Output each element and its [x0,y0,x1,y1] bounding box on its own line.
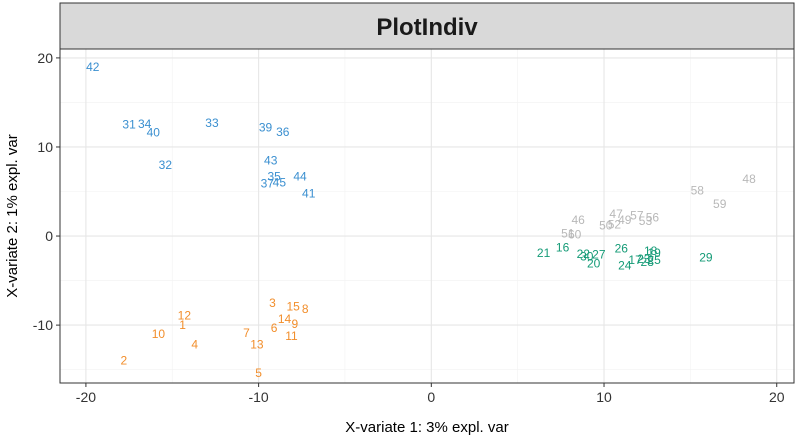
y-tick-label: -10 [33,317,53,333]
point-label: 46 [571,213,585,227]
point-label: 50 [599,218,613,232]
point-label: 24 [618,258,632,272]
strip-header [59,2,795,50]
panel-border [59,48,795,384]
point-label: 6 [271,321,278,335]
point-label: 36 [276,125,290,139]
point-label: 51 [561,226,575,240]
x-axis: -20 -10 0 10 20 [76,383,785,405]
point-label: 33 [205,116,219,130]
point-label: 16 [556,241,570,255]
x-tick-label: -10 [248,389,268,405]
point-label: 12 [178,308,192,322]
point-label: 30 [580,250,594,264]
point-label: 15 [286,299,300,313]
point-label: 27 [592,248,606,262]
point-label: 18 [644,244,658,258]
point-label: 35 [267,169,281,183]
point-label: 26 [615,242,629,256]
x-tick-label: 20 [769,389,785,405]
point-label: 19 [647,246,661,260]
plot-panel [59,48,795,384]
gridlines [60,49,794,383]
point-label: 22 [577,247,591,261]
point-label: 47 [609,207,623,221]
point-label: 3 [269,296,276,310]
y-tick-label: 20 [37,50,53,66]
y-axis: -10 0 10 20 [33,50,60,333]
point-label: 52 [608,217,622,231]
point-label: 14 [278,312,292,326]
point-label: 45 [273,176,287,190]
point-label: 48 [742,172,756,186]
point-label: 17 [628,253,642,267]
point-label: 40 [147,126,161,140]
point-label: 21 [537,246,551,260]
point-label: 20 [587,257,601,271]
point-label: 59 [713,197,727,211]
point-label: 4 [191,338,198,352]
point-label: 53 [639,214,653,228]
point-label: 32 [159,158,173,172]
point-label: 39 [259,120,273,134]
point-label: 7 [243,326,250,340]
point-label: 49 [618,213,632,227]
point-label: 5 [255,366,262,380]
point-label: 8 [302,302,309,316]
point-label: 42 [86,60,100,74]
point-label: 2 [121,354,128,368]
point-label: 56 [646,210,660,224]
x-tick-label: -20 [76,389,96,405]
point-label: 1 [179,318,186,332]
point-label: 10 [152,327,166,341]
y-tick-label: 10 [37,139,53,155]
point-label: 58 [691,184,705,198]
point-label: 13 [250,338,264,352]
chart-title: PlotIndiv [376,14,478,41]
point-label: 34 [138,117,152,131]
point-label: 41 [302,186,316,200]
point-label: 57 [630,209,644,223]
point-label: 29 [699,250,713,264]
point-label: 28 [641,255,655,269]
point-label: 44 [293,169,307,183]
x-tick-label: 10 [596,389,612,405]
point-label: 9 [292,317,299,331]
x-axis-title: X-variate 1: 3% expl. var [345,419,508,436]
y-axis-title: X-variate 2: 1% expl. var [4,134,21,297]
x-tick-label: 0 [427,389,435,405]
point-label: 37 [261,176,275,190]
point-label: 25 [647,253,661,267]
point-label: 43 [264,153,278,167]
point-label: 23 [637,252,651,266]
y-tick-label: 0 [45,228,53,244]
point-label: 31 [122,118,136,132]
point-label: 60 [568,227,582,241]
point-label: 11 [285,329,298,343]
